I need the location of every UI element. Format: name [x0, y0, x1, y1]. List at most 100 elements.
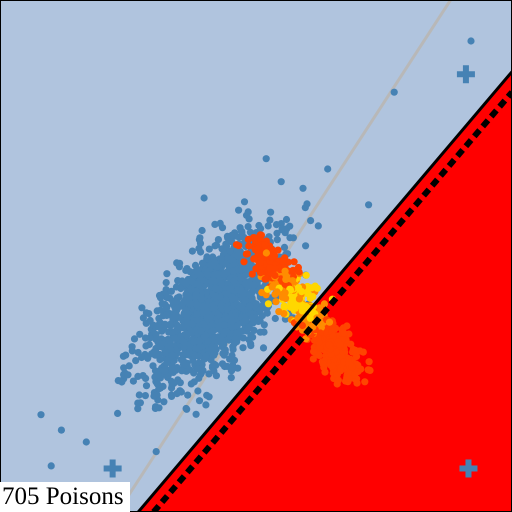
clean-point: [178, 277, 186, 285]
poison-point: [298, 307, 306, 315]
poison-point: [240, 258, 248, 266]
clean-point: [220, 321, 228, 329]
poison-point: [316, 329, 324, 337]
clean-point: [197, 271, 205, 279]
clean-point: [224, 267, 232, 275]
clean-point: [159, 382, 167, 390]
clean-point: [192, 301, 200, 309]
clean-point: [282, 215, 291, 224]
clean-point: [213, 270, 221, 278]
poison-point: [306, 314, 314, 322]
clean-point: [246, 302, 254, 310]
clean-point: [250, 281, 258, 289]
clean-point: [173, 390, 181, 398]
poison-point: [295, 268, 303, 276]
poison-point: [351, 346, 359, 354]
clean-point: [118, 378, 126, 386]
poison-point: [351, 371, 359, 379]
poison-points-group: [232, 231, 374, 388]
clean-point: [212, 241, 221, 249]
clean-point: [195, 397, 204, 405]
clean-point: [155, 314, 163, 322]
clean-point: [187, 380, 195, 388]
clean-point: [136, 330, 144, 338]
clean-point: [198, 226, 206, 235]
clean-point: [125, 362, 133, 370]
clean-point: [324, 165, 332, 173]
poison-point: [345, 374, 353, 382]
poison-point: [264, 300, 272, 308]
poison-point: [328, 362, 337, 370]
clean-point: [192, 410, 200, 418]
clean-point: [228, 293, 236, 301]
clean-point: [220, 329, 228, 337]
clean-point: [162, 304, 171, 312]
clean-point: [187, 329, 195, 337]
poison-point: [284, 258, 292, 266]
clean-point: [196, 239, 205, 247]
poison-point: [289, 277, 297, 285]
clean-point: [208, 345, 216, 353]
clean-point: [245, 215, 253, 223]
clean-point: [277, 178, 285, 186]
poison-point: [327, 350, 335, 358]
clean-point: [155, 404, 163, 412]
clean-point: [179, 357, 187, 365]
poison-point: [304, 290, 312, 298]
poison-point: [336, 367, 345, 375]
clean-point: [190, 369, 198, 377]
poison-point: [272, 298, 280, 306]
poison-point: [273, 288, 281, 296]
clean-point: [210, 361, 218, 369]
poison-point: [268, 253, 276, 261]
clean-point: [266, 216, 274, 224]
clean-point: [278, 224, 286, 232]
clean-point: [130, 335, 139, 343]
clean-point: [225, 285, 234, 293]
clean-point: [211, 292, 219, 300]
clean-point: [243, 266, 251, 274]
clean-point: [365, 201, 373, 209]
poison-point: [261, 275, 269, 283]
clean-point: [141, 392, 149, 400]
clean-point: [156, 350, 164, 359]
clean-point: [173, 305, 181, 313]
clean-point: [193, 316, 201, 324]
target-plus-marker: [103, 459, 122, 478]
clean-point: [162, 279, 170, 287]
clean-point: [146, 334, 154, 342]
clean-point: [299, 184, 307, 192]
clean-point: [176, 379, 184, 387]
clean-point: [240, 198, 249, 206]
poison-point: [336, 341, 344, 349]
clean-point: [230, 277, 238, 285]
clean-point: [179, 323, 187, 331]
clean-point: [228, 317, 236, 325]
clean-point: [262, 155, 270, 163]
clean-point: [145, 340, 153, 349]
clean-point: [180, 298, 188, 306]
clean-point: [168, 351, 176, 359]
clean-point: [183, 405, 191, 413]
poison-point: [274, 246, 282, 254]
clean-point: [235, 206, 243, 214]
clean-point: [229, 345, 237, 353]
clean-point: [134, 399, 142, 407]
clean-point: [184, 391, 192, 399]
poison-point: [340, 329, 348, 337]
poison-point: [309, 355, 317, 363]
clean-point: [241, 296, 249, 304]
clean-point: [243, 327, 251, 335]
poison-point: [232, 241, 241, 249]
clean-point: [260, 328, 268, 336]
clean-point: [129, 377, 137, 385]
clean-point: [166, 342, 174, 350]
clean-point: [248, 314, 256, 322]
clean-point: [194, 365, 202, 373]
clean-point: [245, 291, 253, 299]
clean-point: [197, 327, 205, 335]
poison-point: [289, 266, 297, 274]
poison-point: [302, 271, 310, 279]
clean-point: [212, 372, 220, 380]
clean-point: [218, 360, 227, 368]
